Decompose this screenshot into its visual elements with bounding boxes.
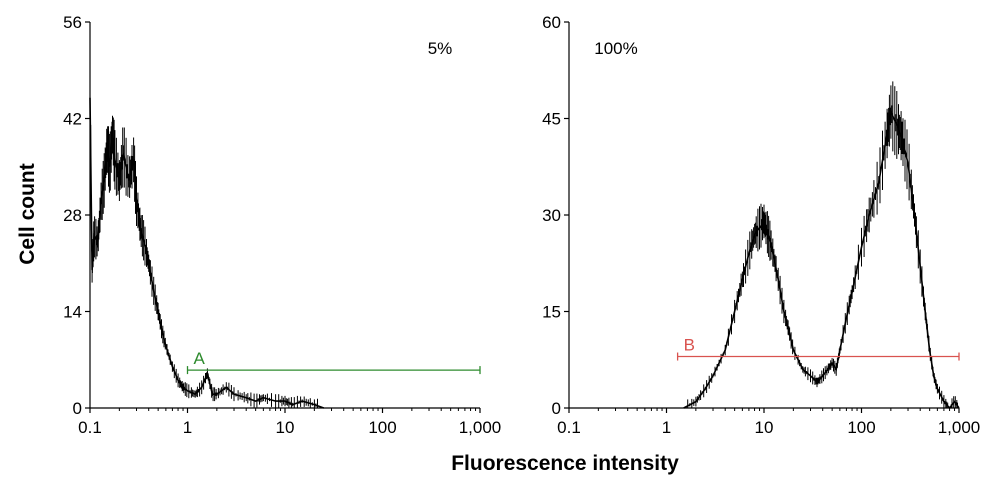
y-tick-label: 30: [542, 206, 561, 225]
y-tick-label: 45: [542, 110, 561, 129]
y-tick-label: 60: [542, 13, 561, 32]
x-tick-label: 1: [183, 418, 192, 437]
x-tick-label: 0.1: [557, 418, 581, 437]
gate-label: B: [684, 336, 695, 355]
panel-label: 100%: [594, 39, 637, 58]
x-tick-label: 0.1: [78, 418, 102, 437]
gate-label: A: [194, 349, 206, 368]
x-tick-label: 100: [368, 418, 396, 437]
x-tick-label: 100: [847, 418, 875, 437]
x-tick-label: 1,000: [459, 418, 502, 437]
histogram-curve: [683, 109, 960, 410]
x-tick-label: 10: [276, 418, 295, 437]
histogram-panel-5-percent: 0 14 28 42 56 0.1 1 10 100 1,000 A 5%: [63, 13, 501, 437]
x-tick-label: 10: [755, 418, 774, 437]
y-tick-label: 0: [73, 399, 82, 418]
x-tick-label: 1,000: [938, 418, 981, 437]
y-tick-label: 0: [552, 399, 561, 418]
y-axis-title: Cell count: [16, 163, 39, 265]
y-tick-label: 56: [63, 13, 82, 32]
panel-label: 5%: [428, 39, 453, 58]
y-tick-label: 14: [63, 303, 82, 322]
histogram-curve: [89, 97, 325, 409]
y-tick-label: 42: [63, 110, 82, 129]
x-axis-title: Fluorescence intensity: [451, 452, 679, 475]
x-tick-label: 1: [662, 418, 671, 437]
y-tick-label: 28: [63, 206, 82, 225]
y-tick-label: 15: [542, 303, 561, 322]
histogram-panel-100-percent: 0 15 30 45 60 0.1 1 10 100 1,000 B 100%: [542, 13, 980, 437]
